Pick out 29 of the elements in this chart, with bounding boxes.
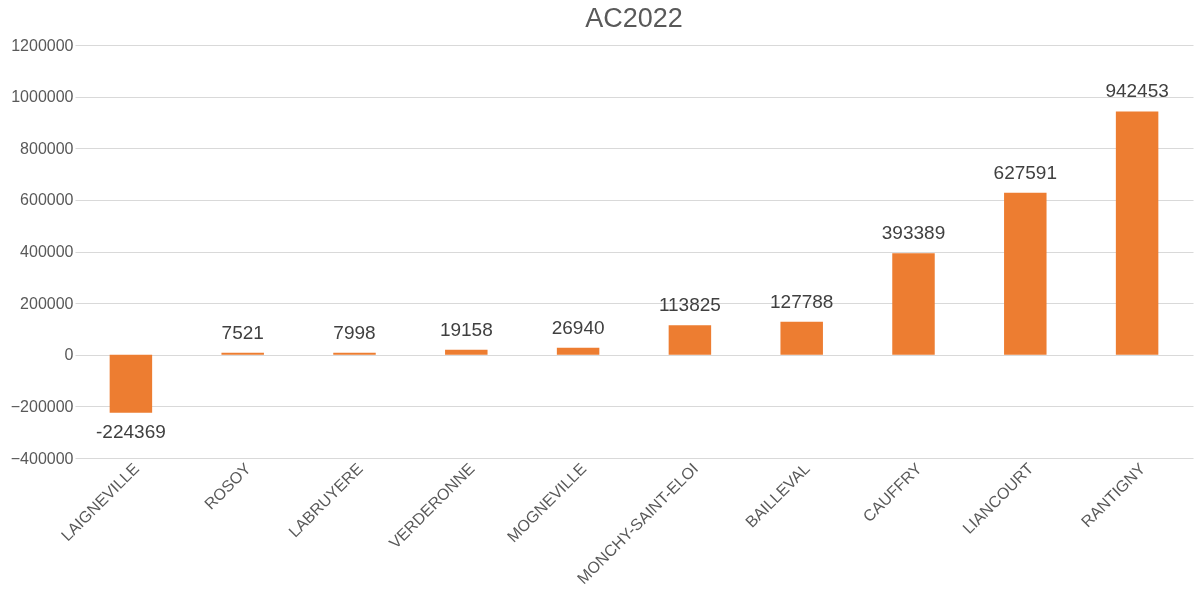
data-label: 26940 [551, 316, 605, 338]
bar [333, 352, 376, 355]
data-label: 7998 [333, 321, 376, 343]
bar [109, 354, 153, 413]
bar [445, 349, 488, 355]
data-label: 393389 [881, 222, 946, 244]
chart-title: AC2022 [585, 3, 683, 33]
data-label: 7521 [221, 321, 264, 343]
y-tick-label: 1200000 [11, 36, 74, 54]
data-label: 19158 [439, 318, 493, 340]
data-label: 627591 [993, 161, 1057, 183]
y-tick-label: 0 [64, 346, 74, 364]
bar [1115, 111, 1159, 355]
data-label: 942453 [1105, 80, 1169, 102]
y-tick-label: −200000 [10, 397, 74, 415]
data-label: 127788 [770, 290, 834, 312]
bar [668, 325, 712, 355]
y-tick-label: 400000 [20, 243, 74, 260]
bar [1004, 192, 1047, 355]
data-label: 113825 [658, 294, 721, 316]
y-tick-label: 800000 [20, 139, 74, 157]
bar [556, 347, 600, 355]
bar [892, 253, 935, 355]
y-tick-label: 1000000 [11, 88, 74, 106]
data-label: -224369 [96, 420, 166, 442]
bar [780, 321, 823, 355]
y-tick-label: 600000 [20, 191, 74, 209]
y-tick-label: 200000 [20, 294, 74, 312]
y-tick-label: −400000 [10, 449, 74, 467]
